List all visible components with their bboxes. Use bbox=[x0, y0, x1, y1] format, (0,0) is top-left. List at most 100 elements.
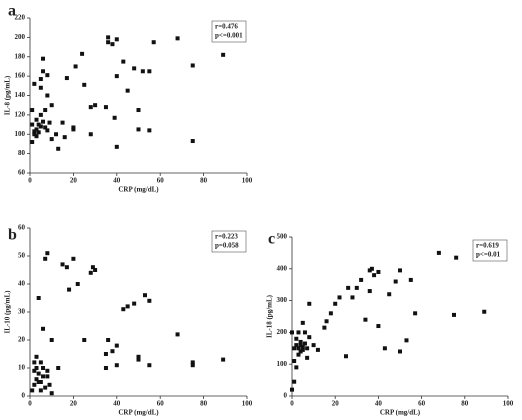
y-tick-label: 500 bbox=[277, 233, 288, 241]
point bbox=[43, 108, 48, 113]
point bbox=[60, 262, 65, 267]
x-tick-label: 80 bbox=[200, 177, 208, 185]
point bbox=[106, 40, 111, 45]
point bbox=[90, 265, 95, 270]
point bbox=[482, 309, 487, 314]
x-tick-label: 100 bbox=[503, 400, 514, 408]
annotation: r=0.476 bbox=[215, 23, 238, 31]
y-tick-label: 60 bbox=[18, 169, 26, 177]
point bbox=[106, 338, 111, 342]
point bbox=[36, 296, 41, 300]
point bbox=[47, 382, 52, 387]
point bbox=[190, 63, 195, 68]
point bbox=[88, 105, 93, 110]
point bbox=[64, 265, 69, 270]
point bbox=[82, 338, 87, 342]
point bbox=[294, 336, 299, 341]
point bbox=[47, 120, 52, 125]
y-tick-label: 20 bbox=[18, 336, 26, 344]
point bbox=[302, 341, 307, 346]
point bbox=[67, 287, 72, 292]
point bbox=[41, 366, 46, 370]
y-tick-label: 40 bbox=[18, 280, 26, 288]
y-tick-label: 200 bbox=[15, 33, 26, 41]
point bbox=[88, 132, 93, 137]
point bbox=[41, 374, 46, 379]
panel: c 0 100 200 300 400 500 0 20 40 60 80 100 CRP (mg/dL)… bbox=[266, 231, 514, 417]
point bbox=[190, 360, 195, 365]
point bbox=[38, 77, 43, 82]
point bbox=[45, 251, 50, 256]
point bbox=[32, 382, 37, 387]
point bbox=[36, 122, 41, 127]
point bbox=[300, 320, 305, 325]
point bbox=[110, 42, 115, 47]
point bbox=[41, 119, 46, 124]
x-tick-label: 80 bbox=[461, 400, 469, 408]
point bbox=[296, 352, 301, 357]
point bbox=[34, 377, 39, 382]
annotation: r=0.619 bbox=[476, 242, 499, 250]
annotation-box bbox=[211, 20, 247, 43]
point bbox=[132, 301, 137, 306]
annotation: p<=0.01 bbox=[476, 251, 501, 259]
point bbox=[367, 289, 372, 294]
x-axis-label: CRP (mg/dL) bbox=[118, 409, 159, 417]
point bbox=[305, 346, 310, 351]
point bbox=[350, 295, 355, 300]
point bbox=[114, 74, 119, 79]
point bbox=[387, 292, 392, 297]
point bbox=[136, 357, 141, 362]
panel: b 0 10 20 30 40 50 60 0 20 40 60 80 100 CRP (mg/dL) IL-… bbox=[4, 224, 253, 417]
point bbox=[110, 349, 115, 354]
point bbox=[333, 301, 338, 306]
point bbox=[30, 140, 35, 144]
annotation: p<=0.001 bbox=[215, 32, 243, 40]
point bbox=[382, 346, 387, 351]
y-axis-label: IL-8 (pg/mL) bbox=[4, 75, 12, 115]
point bbox=[64, 76, 69, 81]
point bbox=[49, 103, 54, 108]
point bbox=[298, 349, 303, 354]
point bbox=[114, 144, 119, 149]
point bbox=[136, 127, 141, 132]
point bbox=[298, 343, 303, 348]
point bbox=[322, 325, 327, 330]
point bbox=[454, 255, 459, 260]
annotation-box bbox=[211, 230, 247, 253]
point bbox=[32, 368, 37, 373]
point bbox=[324, 319, 329, 324]
point bbox=[298, 339, 303, 344]
panel: a 60 80 100 120 140 160 180 200 220 0 20 40 60 80 100 CR… bbox=[4, 3, 253, 194]
y-axis-label: IL-10 (pg/mL) bbox=[4, 290, 12, 334]
y-tick-label: 100 bbox=[15, 130, 26, 138]
point bbox=[344, 354, 348, 359]
axes bbox=[29, 228, 247, 397]
x-tick-label: 0 bbox=[28, 177, 32, 185]
point bbox=[296, 330, 301, 335]
point bbox=[221, 52, 226, 57]
y-tick-label: 200 bbox=[277, 328, 288, 336]
point bbox=[80, 51, 85, 56]
point bbox=[43, 125, 48, 130]
point bbox=[292, 359, 297, 364]
annotation: r=0.223 bbox=[215, 233, 238, 241]
point bbox=[62, 135, 67, 140]
point bbox=[45, 73, 50, 78]
point bbox=[147, 363, 152, 368]
point bbox=[290, 330, 294, 335]
point bbox=[151, 40, 156, 45]
point bbox=[190, 363, 195, 368]
point bbox=[114, 37, 119, 42]
point bbox=[56, 146, 61, 151]
point bbox=[290, 387, 294, 392]
point bbox=[175, 36, 180, 41]
y-tick-label: 180 bbox=[15, 52, 26, 60]
point bbox=[103, 105, 108, 110]
y-tick-label: 50 bbox=[18, 252, 26, 260]
point bbox=[49, 137, 54, 142]
point bbox=[132, 66, 137, 71]
x-tick-label: 40 bbox=[375, 400, 383, 408]
point bbox=[114, 343, 119, 348]
